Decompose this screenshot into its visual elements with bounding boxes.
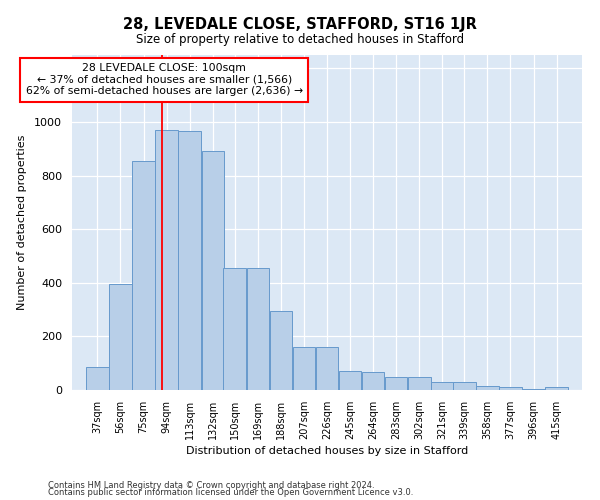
Bar bbox=[247, 268, 269, 390]
Bar bbox=[339, 371, 361, 390]
Text: Contains HM Land Registry data © Crown copyright and database right 2024.: Contains HM Land Registry data © Crown c… bbox=[48, 480, 374, 490]
Bar bbox=[293, 347, 315, 390]
Bar bbox=[431, 382, 454, 390]
Bar bbox=[522, 388, 545, 390]
Text: 28, LEVEDALE CLOSE, STAFFORD, ST16 1JR: 28, LEVEDALE CLOSE, STAFFORD, ST16 1JR bbox=[123, 18, 477, 32]
Bar bbox=[362, 372, 385, 390]
Text: Size of property relative to detached houses in Stafford: Size of property relative to detached ho… bbox=[136, 32, 464, 46]
Bar bbox=[155, 130, 178, 390]
Bar bbox=[385, 376, 407, 390]
Bar bbox=[202, 152, 224, 390]
Bar bbox=[545, 387, 568, 390]
Bar bbox=[86, 367, 109, 390]
Bar bbox=[178, 132, 201, 390]
Text: 28 LEVEDALE CLOSE: 100sqm
← 37% of detached houses are smaller (1,566)
62% of se: 28 LEVEDALE CLOSE: 100sqm ← 37% of detac… bbox=[26, 63, 303, 96]
Y-axis label: Number of detached properties: Number of detached properties bbox=[17, 135, 27, 310]
Bar bbox=[269, 311, 292, 390]
Bar bbox=[109, 284, 132, 390]
Bar bbox=[499, 388, 521, 390]
Text: Contains public sector information licensed under the Open Government Licence v3: Contains public sector information licen… bbox=[48, 488, 413, 497]
Bar bbox=[476, 386, 499, 390]
X-axis label: Distribution of detached houses by size in Stafford: Distribution of detached houses by size … bbox=[186, 446, 468, 456]
Bar bbox=[408, 376, 431, 390]
Bar bbox=[316, 347, 338, 390]
Bar bbox=[223, 268, 246, 390]
Bar bbox=[133, 161, 155, 390]
Bar bbox=[453, 382, 476, 390]
